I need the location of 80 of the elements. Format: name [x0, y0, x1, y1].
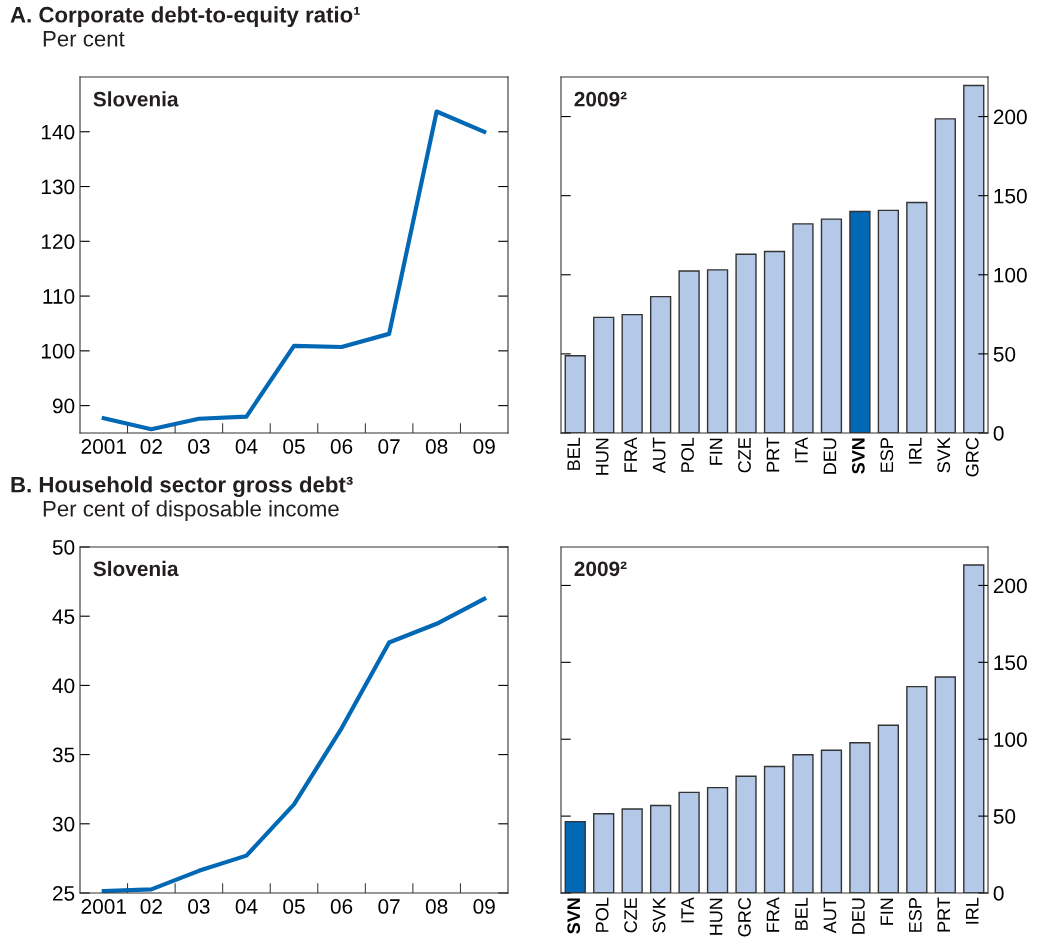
- x-tick-label: BEL: [795, 897, 808, 930]
- x-tick-label: SVK: [937, 437, 951, 473]
- y-tick-label: 120: [41, 234, 75, 250]
- chart-title: A. Corporate debt-to-equity ratio¹: [10, 6, 360, 27]
- annotation: 2009²: [574, 561, 627, 577]
- x-tick-label: ITA: [795, 437, 808, 463]
- category-label: 07: [378, 899, 400, 914]
- y-tick-label: 40: [52, 678, 75, 694]
- y-tick-label: 150: [994, 188, 1027, 204]
- x-tick-label: IRL: [966, 897, 979, 924]
- x-tick-label: HUN: [709, 898, 723, 935]
- chart-subtitle: Per cent of disposable income: [43, 500, 339, 521]
- y-tick-label: 30: [52, 816, 75, 832]
- x-tick-label: FIN: [880, 898, 894, 925]
- category-label: 04: [235, 439, 258, 454]
- category-label: 06: [330, 439, 353, 454]
- x-tick-label: SVK: [652, 897, 666, 933]
- x-tick-label: AUT: [652, 437, 666, 474]
- x-tick-label: SVN: [567, 898, 581, 934]
- x-tick-label: PRT: [937, 897, 950, 932]
- annotation: 2009²: [574, 91, 627, 107]
- y-tick-label: 140: [41, 124, 75, 140]
- y-tick-label: 50: [52, 540, 75, 555]
- x-tick-label: FIN: [709, 438, 723, 465]
- category-label: 03: [188, 439, 210, 454]
- y-tick-label: 130: [41, 179, 75, 195]
- x-tick-label: GRC: [738, 897, 751, 937]
- chart-title: B. Household sector gross debt³: [11, 476, 353, 497]
- category-label: 02: [140, 439, 162, 454]
- x-tick-label: CZE: [738, 437, 751, 473]
- category-label: 08: [425, 899, 448, 914]
- x-tick-label: DEU: [852, 898, 865, 934]
- category-label: 2001: [81, 899, 126, 914]
- line-series: [101, 596, 487, 893]
- y-tick-label: 50: [993, 346, 1016, 362]
- line-series: [101, 109, 487, 432]
- category-label: 04: [235, 899, 258, 914]
- y-tick-label: 110: [43, 289, 75, 304]
- y-tick-label: 200: [993, 578, 1027, 594]
- y-tick-label: 45: [52, 609, 75, 624]
- annotation: Slovenia: [93, 91, 179, 107]
- y-tick-label: 25: [53, 886, 75, 901]
- y-tick-label: 35: [52, 747, 75, 763]
- x-tick-label: HUN: [595, 438, 609, 475]
- category-label: 09: [473, 899, 495, 914]
- x-tick-label: SVN: [851, 438, 865, 474]
- x-tick-label: BEL: [567, 437, 580, 470]
- x-tick-label: ESP: [880, 438, 894, 472]
- category-label: 06: [330, 899, 353, 914]
- y-tick-label: 0: [993, 426, 1004, 441]
- x-tick-label: IRL: [909, 437, 922, 464]
- category-label: 03: [188, 899, 210, 914]
- y-tick-label: 50: [993, 809, 1016, 824]
- x-tick-label: FRA: [624, 437, 637, 472]
- x-tick-label: PRT: [766, 437, 780, 472]
- category-label: 2001: [81, 439, 126, 454]
- x-tick-label: ITA: [681, 897, 694, 923]
- category-label: 02: [140, 899, 162, 914]
- y-tick-label: 100: [994, 267, 1027, 283]
- y-tick-label: 200: [993, 109, 1027, 125]
- category-label: 05: [283, 439, 305, 454]
- chart-subtitle: Per cent: [43, 31, 125, 47]
- x-tick-label: DEU: [823, 438, 837, 474]
- y-tick-label: 150: [994, 655, 1027, 671]
- y-tick-label: 90: [52, 398, 75, 414]
- category-label: 08: [425, 439, 448, 454]
- x-tick-label: POL: [681, 437, 694, 472]
- y-tick-label: 100: [994, 732, 1027, 747]
- x-tick-label: POL: [595, 897, 609, 932]
- y-tick-label: 0: [993, 886, 1004, 901]
- x-tick-label: FRA: [766, 897, 780, 932]
- annotation: Slovenia: [93, 560, 179, 577]
- x-tick-label: GRC: [965, 437, 979, 477]
- category-label: 09: [473, 439, 495, 454]
- x-tick-label: AUT: [823, 897, 837, 934]
- category-label: 05: [283, 899, 305, 914]
- y-tick-label: 100: [41, 343, 75, 359]
- category-label: 07: [378, 439, 400, 454]
- x-tick-label: CZE: [624, 897, 638, 933]
- x-tick-label: ESP: [908, 898, 922, 932]
